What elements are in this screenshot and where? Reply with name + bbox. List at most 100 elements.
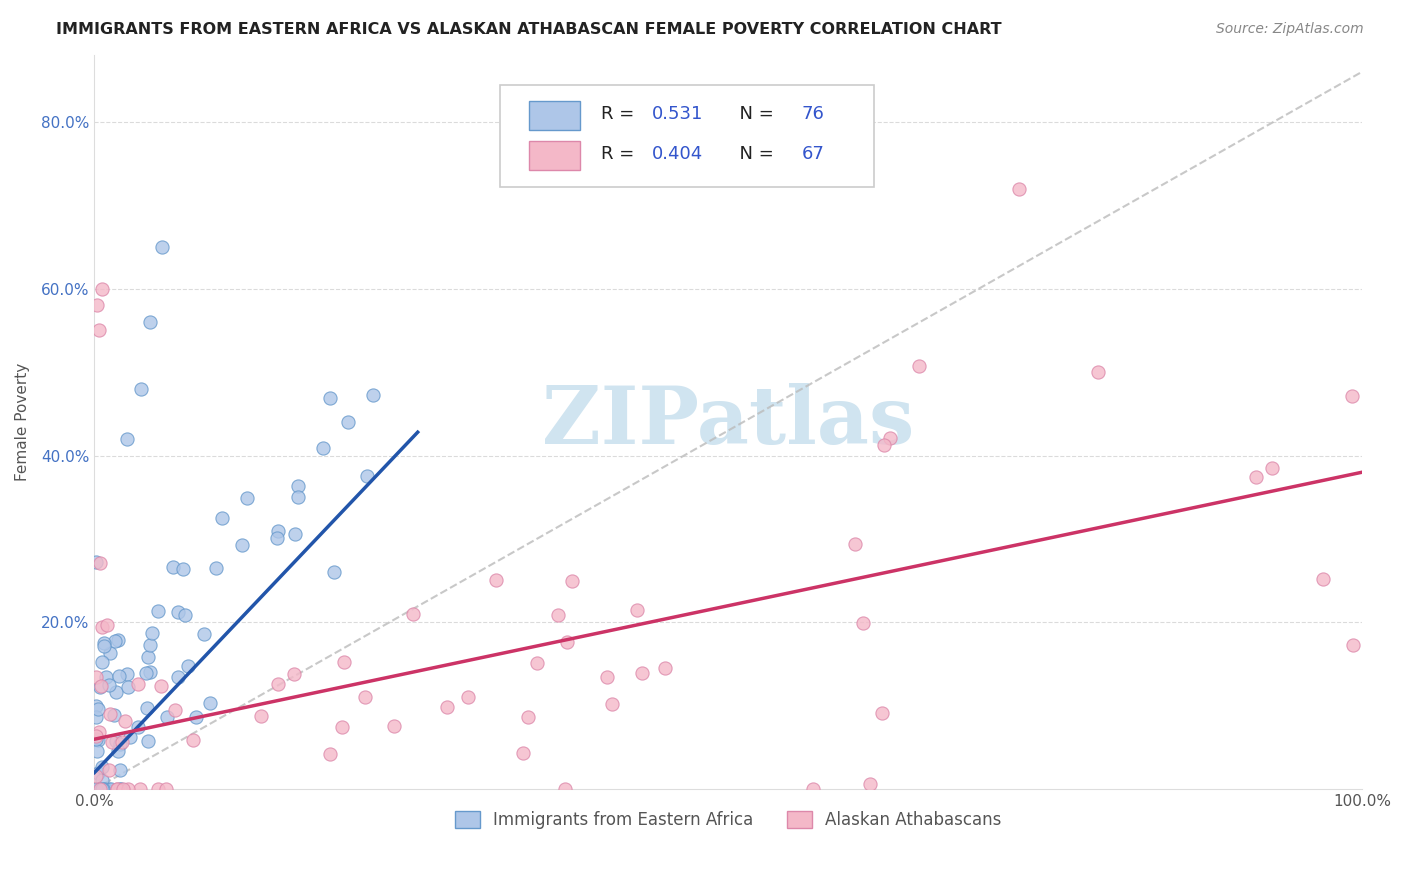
Point bbox=[177, 659, 200, 673]
Point bbox=[907, 359, 929, 374]
Point bbox=[172, 561, 194, 575]
Point bbox=[267, 677, 290, 691]
Point bbox=[114, 714, 136, 728]
Point bbox=[91, 655, 114, 669]
Point bbox=[330, 721, 353, 735]
Point bbox=[872, 437, 894, 451]
Point bbox=[91, 773, 114, 788]
Point bbox=[844, 537, 866, 551]
Text: Source: ZipAtlas.com: Source: ZipAtlas.com bbox=[1216, 22, 1364, 37]
Point bbox=[163, 703, 186, 717]
Point bbox=[139, 315, 162, 329]
Point bbox=[91, 759, 114, 773]
Point bbox=[108, 763, 131, 777]
Point bbox=[104, 734, 127, 748]
Point bbox=[167, 670, 190, 684]
Point bbox=[89, 680, 111, 694]
Point bbox=[155, 782, 177, 797]
Point bbox=[98, 782, 121, 797]
Point bbox=[184, 710, 207, 724]
Point bbox=[250, 708, 273, 723]
Point bbox=[287, 478, 309, 492]
Point bbox=[485, 573, 508, 587]
Point bbox=[108, 737, 131, 751]
Point bbox=[90, 282, 112, 296]
Point bbox=[283, 666, 305, 681]
Point bbox=[127, 677, 149, 691]
Point bbox=[626, 602, 648, 616]
Point bbox=[322, 565, 344, 579]
Point bbox=[111, 735, 134, 749]
Point bbox=[110, 782, 132, 797]
Point bbox=[266, 531, 288, 545]
Point bbox=[311, 441, 333, 455]
Point bbox=[100, 782, 122, 797]
Point bbox=[851, 615, 873, 630]
Point bbox=[1244, 470, 1267, 484]
Point bbox=[135, 700, 157, 714]
Point bbox=[436, 699, 458, 714]
Point bbox=[129, 782, 152, 797]
Point bbox=[111, 782, 134, 797]
Point bbox=[105, 782, 128, 797]
Point bbox=[139, 639, 162, 653]
Point bbox=[654, 661, 676, 675]
Point bbox=[107, 632, 129, 647]
Point bbox=[319, 747, 342, 761]
Point bbox=[150, 679, 173, 693]
Point bbox=[98, 678, 121, 692]
Point bbox=[90, 679, 112, 693]
Point bbox=[354, 690, 377, 704]
Point bbox=[150, 240, 173, 254]
Point bbox=[561, 574, 583, 588]
Point bbox=[117, 782, 139, 797]
Point bbox=[101, 735, 124, 749]
Point bbox=[181, 733, 204, 747]
Point bbox=[100, 646, 122, 660]
Point bbox=[107, 744, 129, 758]
Point bbox=[84, 731, 107, 746]
Point bbox=[117, 667, 139, 681]
Point bbox=[84, 555, 107, 569]
Point bbox=[96, 618, 118, 632]
Point bbox=[84, 670, 107, 684]
Text: R =: R = bbox=[602, 105, 641, 123]
Point bbox=[198, 696, 221, 710]
Point bbox=[86, 702, 108, 716]
Point bbox=[596, 670, 619, 684]
Point bbox=[89, 782, 111, 797]
Y-axis label: Female Poverty: Female Poverty bbox=[15, 363, 30, 482]
Point bbox=[127, 720, 149, 734]
Point bbox=[554, 782, 576, 797]
Point bbox=[86, 766, 108, 780]
Point bbox=[547, 608, 569, 623]
Point bbox=[84, 698, 107, 713]
Text: 0.531: 0.531 bbox=[652, 105, 703, 123]
Point bbox=[363, 388, 385, 402]
Point bbox=[382, 719, 405, 733]
Point bbox=[193, 627, 215, 641]
Legend: Immigrants from Eastern Africa, Alaskan Athabascans: Immigrants from Eastern Africa, Alaskan … bbox=[449, 805, 1008, 836]
Point bbox=[89, 556, 111, 570]
Point bbox=[555, 635, 578, 649]
Point bbox=[89, 782, 111, 797]
Point bbox=[879, 431, 901, 445]
FancyBboxPatch shape bbox=[529, 141, 579, 170]
Point bbox=[319, 391, 342, 405]
Point bbox=[162, 560, 184, 574]
Point bbox=[98, 707, 121, 722]
Point bbox=[1343, 638, 1365, 652]
Text: 76: 76 bbox=[801, 105, 825, 123]
Point bbox=[129, 382, 152, 396]
Point bbox=[136, 733, 159, 747]
Point bbox=[1087, 366, 1109, 380]
Point bbox=[108, 668, 131, 682]
Point bbox=[103, 708, 125, 723]
Point bbox=[135, 666, 157, 681]
Point bbox=[356, 469, 378, 483]
Point bbox=[136, 649, 159, 664]
Point bbox=[98, 763, 121, 777]
Point bbox=[516, 710, 538, 724]
Point bbox=[94, 782, 117, 797]
Point bbox=[336, 415, 359, 429]
